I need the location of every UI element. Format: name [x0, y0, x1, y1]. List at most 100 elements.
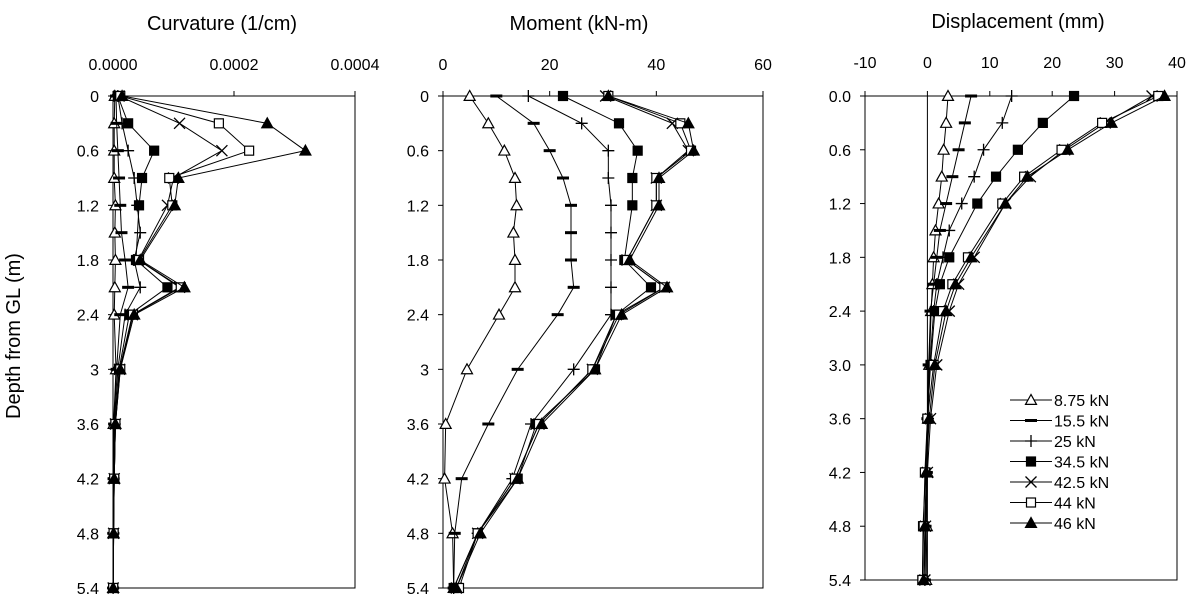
series-line — [112, 95, 223, 589]
data-point — [964, 250, 978, 263]
legend-marker — [1025, 497, 1037, 508]
data-point — [567, 363, 580, 376]
data-point — [215, 144, 228, 157]
data-point — [632, 145, 643, 156]
data-point — [941, 89, 955, 102]
displacement-panel: Displacement (mm) -10 0 10 20 30 40 0.0 0.6 1.2… — [829, 11, 1186, 590]
data-point — [244, 145, 255, 156]
data-point — [123, 118, 134, 129]
data-point — [990, 171, 1002, 182]
legend-marker — [1024, 393, 1038, 405]
data-point — [681, 116, 695, 129]
y-tick-label: 0.6 — [829, 143, 851, 160]
data-point — [1158, 89, 1172, 102]
moment-panel: Moment (kN-m) 0 20 40 60 0 0.6 1.2 1.8 2.4 3 3.6 4… — [407, 13, 772, 598]
moment-title: Moment (kN-m) — [510, 13, 649, 35]
data-point — [687, 143, 701, 156]
data-point — [162, 282, 173, 293]
y-tick-label: 4.8 — [829, 519, 851, 536]
data-point — [298, 143, 312, 156]
y-tick-label: 2.4 — [829, 304, 851, 321]
y-tick-label: 0.6 — [77, 144, 99, 161]
y-tick-label: 5.4 — [407, 581, 429, 598]
data-point — [136, 172, 148, 184]
legend-label: 34.5 kN — [1054, 455, 1109, 472]
y-tick-label: 4.8 — [407, 526, 429, 543]
y-tick-label: 1.2 — [77, 198, 99, 215]
data-point — [134, 281, 147, 294]
curvature-x-ticks: 0.0000 0.0002 0.0004 — [89, 57, 380, 96]
x-tick-label: 20 — [1043, 55, 1061, 72]
data-point — [473, 526, 487, 539]
data-point — [213, 118, 224, 129]
data-point — [108, 280, 122, 293]
data-point — [652, 198, 666, 211]
y-tick-label: 4.2 — [829, 465, 851, 482]
legend-entry: 25 kN — [1010, 434, 1096, 451]
y-tick-label: 3 — [90, 362, 99, 379]
series-line — [444, 95, 518, 589]
legend-label: 46 kN — [1054, 516, 1096, 533]
data-point — [438, 471, 452, 484]
series-8-75-kn — [106, 89, 123, 594]
legend-label: 15.5 kN — [1054, 414, 1109, 431]
y-tick-label: 3.6 — [829, 412, 851, 429]
data-point — [510, 198, 524, 211]
data-point — [623, 253, 637, 265]
y-tick-label: 5.4 — [77, 581, 99, 598]
series-46-kn — [106, 89, 312, 594]
data-point — [922, 411, 936, 424]
depth-axis-label: Depth from GL (m) — [3, 253, 25, 419]
data-point — [943, 224, 956, 237]
series-line — [921, 95, 1075, 581]
data-point — [602, 144, 615, 157]
y-tick-label: 0.6 — [407, 144, 429, 161]
x-tick-label: -10 — [853, 55, 876, 72]
legend-marker — [1025, 456, 1037, 467]
y-tick-label: 0.0 — [829, 89, 851, 106]
data-point — [522, 90, 535, 102]
legend-marker — [1024, 516, 1038, 529]
series-25-kn — [918, 90, 1018, 586]
series-15-5-kn — [447, 94, 580, 590]
data-point — [1020, 169, 1034, 182]
data-point — [449, 581, 463, 594]
x-tick-label: 30 — [1106, 55, 1124, 72]
series-15-5-kn — [107, 94, 135, 590]
data-point — [108, 417, 122, 429]
data-point — [948, 277, 962, 290]
legend-entry: 15.5 kN — [1010, 414, 1109, 431]
x-tick-label: 60 — [754, 57, 772, 74]
y-tick-label: 1.8 — [77, 253, 99, 270]
y-tick-label: 1.8 — [829, 250, 851, 267]
data-point — [588, 362, 602, 375]
data-point — [133, 200, 145, 211]
displacement-plot-area — [864, 95, 1178, 581]
data-point — [652, 171, 666, 183]
x-tick-label: 0.0002 — [210, 57, 259, 74]
data-point — [535, 417, 549, 429]
data-point — [506, 225, 520, 238]
data-point — [939, 304, 953, 317]
x-tick-label: 10 — [981, 55, 999, 72]
data-point — [996, 116, 1009, 129]
data-point — [605, 281, 617, 294]
y-tick-label: 0 — [420, 89, 429, 106]
data-point — [133, 253, 147, 265]
data-point — [113, 362, 127, 375]
data-point — [460, 362, 474, 375]
x-tick-label: 0.0004 — [331, 57, 380, 74]
data-point — [660, 280, 674, 293]
data-point — [928, 358, 942, 370]
data-point — [1005, 90, 1018, 102]
data-point — [122, 144, 135, 157]
y-tick-label: 4.2 — [77, 472, 99, 489]
y-tick-label: 5.4 — [829, 573, 851, 590]
x-tick-label: 0 — [923, 55, 932, 72]
series-46-kn — [917, 89, 1172, 586]
data-point — [463, 89, 477, 102]
series-34-5-kn — [448, 90, 657, 594]
y-tick-label: 1.2 — [407, 198, 429, 215]
y-tick-label: 3 — [420, 362, 429, 379]
